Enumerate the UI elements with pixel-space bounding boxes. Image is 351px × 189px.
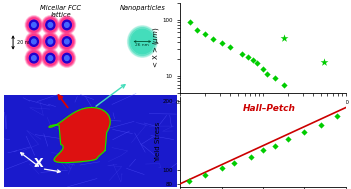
X-axis label: $\phi_{NP}$ ($_{vol.}$%): $\phi_{NP}$ ($_{vol.}$%) [244,106,282,116]
Circle shape [44,51,57,65]
Point [302,130,307,133]
Circle shape [48,22,53,27]
Circle shape [48,39,53,44]
Point [264,72,269,75]
Circle shape [46,20,55,30]
Circle shape [43,50,58,66]
Point [273,144,278,147]
Point [322,60,327,63]
Text: X: X [33,157,43,170]
Point [260,149,266,152]
Point [187,21,193,24]
Circle shape [62,37,71,46]
Point [203,33,208,36]
Circle shape [59,17,74,33]
Circle shape [58,16,75,34]
Circle shape [60,35,73,49]
Circle shape [43,17,58,33]
Circle shape [60,51,73,65]
Circle shape [25,49,42,67]
Point [250,59,256,62]
Text: Micellar FCC
lattice: Micellar FCC lattice [40,5,81,18]
Point [211,38,216,41]
Circle shape [129,27,155,56]
Circle shape [128,26,157,57]
Point [282,83,287,86]
Circle shape [62,20,71,30]
Circle shape [27,18,40,32]
Circle shape [29,53,38,63]
Point [239,52,244,55]
Circle shape [27,51,40,65]
Circle shape [42,16,59,34]
Circle shape [60,18,73,32]
Circle shape [46,53,55,63]
Point [285,137,291,140]
Circle shape [44,18,57,32]
Circle shape [32,56,36,60]
Circle shape [59,33,74,50]
Point [245,55,251,58]
Circle shape [58,32,75,51]
Circle shape [58,49,75,67]
Point [227,46,233,49]
Y-axis label: Yield Stress: Yield Stress [155,122,161,162]
Circle shape [65,56,69,60]
Y-axis label: < X > ($\mu m$): < X > ($\mu m$) [151,27,161,68]
Circle shape [65,39,69,44]
Point [282,36,287,39]
Circle shape [131,29,154,54]
Circle shape [42,49,59,67]
Circle shape [29,37,38,46]
Circle shape [46,37,55,46]
Text: Hall–Petch: Hall–Petch [243,104,295,113]
Text: Nanoparticles: Nanoparticles [119,5,165,11]
Point [186,179,192,182]
Circle shape [29,20,38,30]
Point [254,61,260,64]
Circle shape [44,35,57,49]
Point [248,156,253,159]
Point [318,123,324,126]
Polygon shape [49,108,110,163]
Point [335,114,340,117]
Circle shape [26,33,41,50]
Point [231,161,237,164]
Text: 26 nm: 26 nm [135,43,149,47]
Text: 20 nm: 20 nm [16,40,32,45]
Circle shape [26,50,41,66]
Circle shape [27,35,40,49]
Circle shape [26,17,41,33]
Circle shape [43,33,58,50]
Point [219,167,225,170]
Circle shape [25,32,42,51]
Point [260,68,266,71]
Point [203,174,208,177]
Circle shape [65,22,69,27]
Bar [4,95,177,187]
Point [194,29,200,32]
Circle shape [48,56,53,60]
Point [219,42,225,45]
Circle shape [32,39,36,44]
Circle shape [42,32,59,51]
Circle shape [32,22,36,27]
Point [272,77,278,80]
Circle shape [62,53,71,63]
Circle shape [59,50,74,66]
Circle shape [25,16,42,34]
